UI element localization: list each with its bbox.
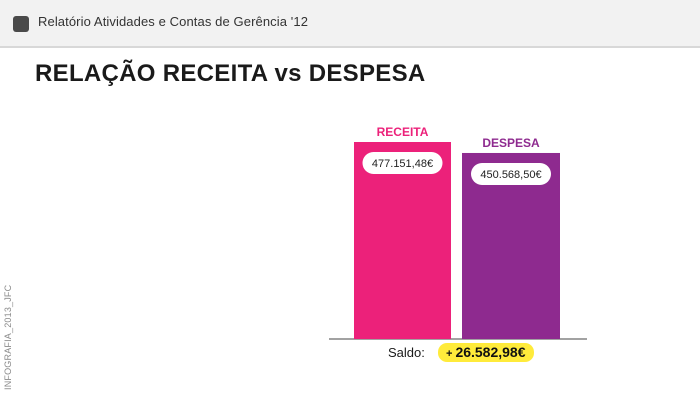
value-label-receita: 477.151,48€	[372, 158, 433, 170]
page-title: RELAÇÃO RECEITA vs DESPESA	[35, 60, 426, 87]
header-logo-square	[13, 16, 29, 32]
saldo-label: Saldo:	[388, 345, 425, 360]
value-pill-receita	[362, 152, 443, 174]
saldo-sign: +	[446, 348, 453, 360]
saldo-value: 26.582,98€	[455, 344, 526, 360]
header-title: Relatório Atividades e Contas de Gerênci…	[38, 14, 309, 29]
header-bar: Relatório Atividades e Contas de Gerênci…	[0, 0, 700, 48]
bar-category-label-receita: RECEITA	[377, 125, 429, 139]
bar-category-label-despesa: DESPESA	[482, 136, 540, 150]
bar-receita	[354, 142, 451, 339]
value-pill-despesa	[471, 162, 551, 185]
value-label-despesa: 450.568,50€	[480, 169, 541, 181]
saldo-value-badge: +26.582,98€	[438, 343, 534, 362]
